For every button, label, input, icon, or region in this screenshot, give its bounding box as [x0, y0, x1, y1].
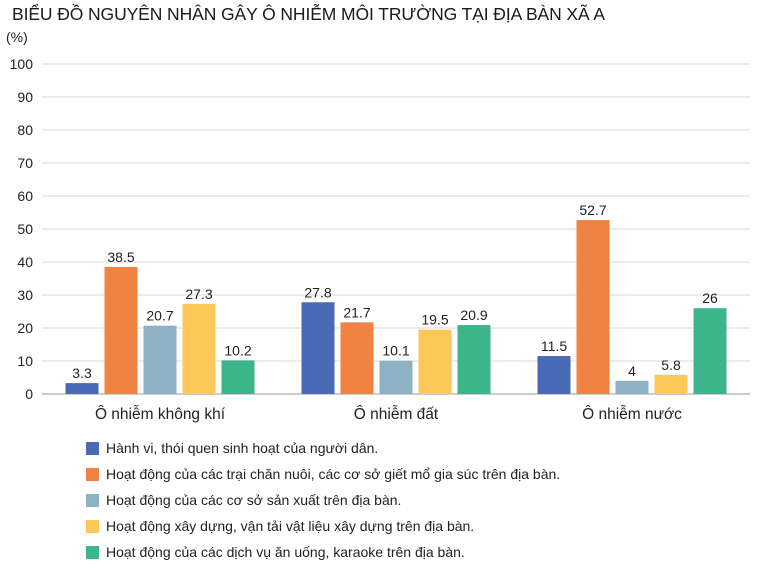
data-label: 27.3: [185, 286, 212, 302]
bar: [340, 322, 374, 394]
bar: [143, 325, 177, 394]
x-tick-label: Ô nhiễm nước: [582, 406, 682, 423]
bar: [104, 266, 138, 394]
y-tick-label: 0: [25, 386, 33, 402]
legend-swatch: [86, 546, 99, 559]
bar: [693, 308, 727, 394]
y-tick-label: 90: [17, 89, 33, 105]
y-tick-label: 50: [17, 221, 33, 237]
bar: [182, 303, 216, 394]
bar: [221, 360, 255, 394]
bar: [418, 329, 452, 394]
bar: [537, 356, 571, 394]
x-tick-label: Ô nhiễm không khí: [95, 406, 226, 423]
bar: [654, 374, 688, 394]
legend-label: Hoạt động xây dựng, vận tải vật liệu xây…: [106, 518, 475, 534]
y-tick-label: 40: [17, 254, 33, 270]
legend-label: Hoạt động của các dịch vụ ăn uống, karao…: [106, 544, 465, 560]
y-axis-unit-label: (%): [6, 29, 28, 45]
data-label: 10.2: [224, 342, 251, 358]
data-label: 52.7: [579, 202, 606, 218]
x-tick-label: Ô nhiễm đất: [354, 406, 439, 423]
bar: [576, 220, 610, 394]
data-label: 27.8: [304, 284, 331, 300]
legend-swatch: [86, 520, 99, 533]
y-tick-label: 60: [17, 188, 33, 204]
data-label: 5.8: [661, 357, 681, 373]
data-label: 20.9: [460, 307, 487, 323]
legend-swatch: [86, 494, 99, 507]
data-label: 10.1: [382, 343, 409, 359]
legend-swatch: [86, 468, 99, 481]
bar: [615, 380, 649, 394]
data-label: 3.3: [72, 365, 92, 381]
data-label: 11.5: [541, 338, 567, 354]
legend-swatch: [86, 442, 99, 455]
bar: [457, 325, 491, 394]
legend-label: Hành vi, thói quen sinh hoạt của người d…: [106, 440, 379, 456]
bar: [379, 360, 413, 394]
bar: [65, 383, 99, 394]
y-tick-label: 20: [17, 320, 33, 336]
legend-label: Hoạt động của các cơ sở sản xuất trên đị…: [106, 492, 402, 508]
y-tick-label: 70: [17, 155, 33, 171]
y-tick-label: 100: [10, 56, 34, 72]
legend-label: Hoạt động của các trại chăn nuôi, các cơ…: [106, 466, 561, 482]
data-label: 4: [628, 363, 636, 379]
data-label: 26: [702, 290, 718, 306]
bar-chart: 0 10 20 30 40 50 60 70 80 90 100 3.3 38.5 20.7 27.3 10.…: [10, 56, 750, 423]
chart-title: BIỂU ĐỒ NGUYÊN NHÂN GÂY Ô NHIỄM MÔI TRƯỜ…: [12, 4, 605, 24]
y-tick-label: 80: [17, 122, 33, 138]
bar: [301, 302, 335, 394]
data-label: 19.5: [421, 312, 448, 328]
y-tick-label: 10: [17, 353, 33, 369]
data-label: 20.7: [146, 308, 173, 324]
data-label: 38.5: [107, 249, 134, 265]
y-tick-label: 30: [17, 287, 33, 303]
data-label: 21.7: [343, 304, 370, 320]
